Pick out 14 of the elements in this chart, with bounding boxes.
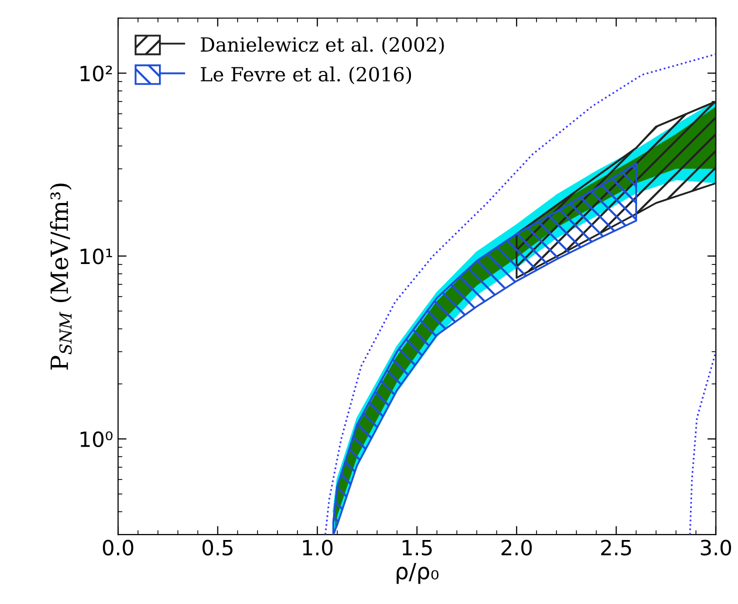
legend-label: Danielewicz et al. (2002) [200, 36, 444, 55]
x-tick-label: 1.5 [402, 540, 432, 556]
y-tick-label: 10⁰ [80, 431, 112, 448]
x-tick-label: 1.0 [303, 540, 333, 556]
x-tick-label: 0.0 [102, 540, 134, 556]
y-tick-label: 10¹ [80, 248, 112, 264]
x-axis-title: ρ/ρ₀ [396, 563, 438, 584]
y-axis-title: P$_{SNM}$ (MeV/fm³) [50, 184, 72, 370]
x-tick-label: 3.0 [700, 540, 732, 556]
y-tick-label: 10² [80, 66, 112, 82]
x-tick-label: 0.5 [202, 540, 232, 556]
x-tick-label: 2.0 [502, 540, 532, 556]
legend-label: Le Fevre et al. (2016) [200, 66, 412, 84]
x-tick-label: 2.5 [601, 540, 631, 556]
